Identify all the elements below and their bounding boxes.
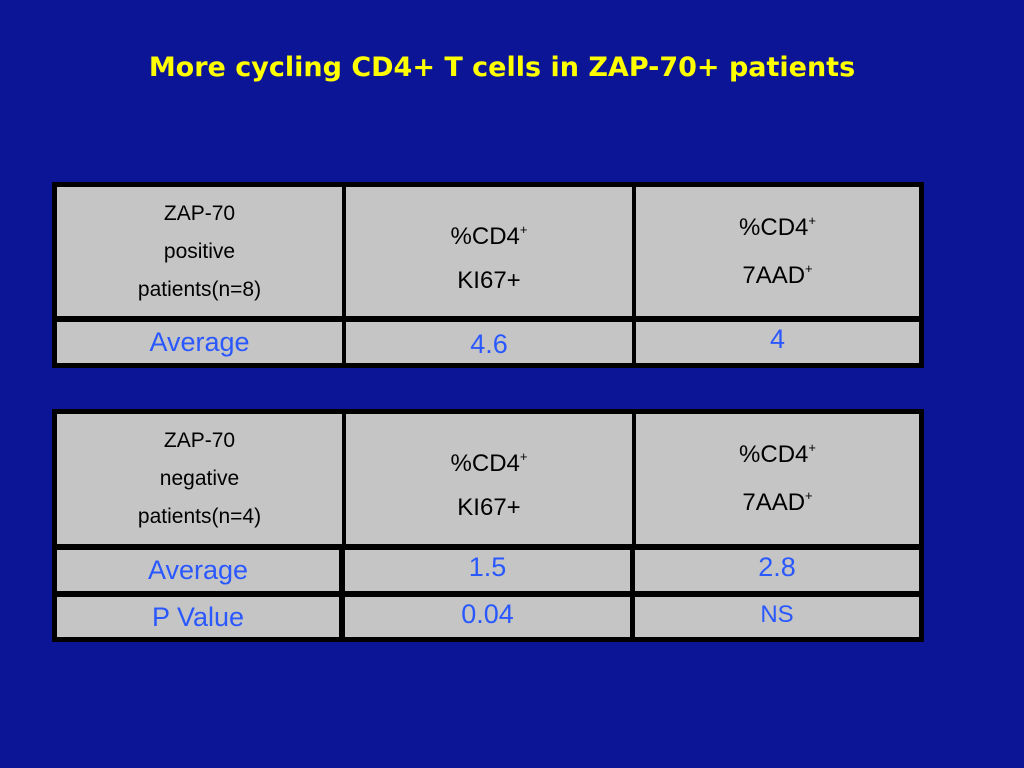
- header-7aad-cell: %CD4+ 7AAD+: [636, 187, 919, 316]
- table-cell: NS: [635, 597, 919, 637]
- value-p-7aad: NS: [760, 601, 794, 628]
- header-ki67-cell: %CD4+ KI67+: [346, 414, 632, 544]
- table-cell: 0.04: [345, 597, 630, 637]
- slide-title: More cycling CD4+ T cells in ZAP-70+ pat…: [148, 52, 856, 83]
- header-group-line1: ZAP-70: [163, 429, 236, 452]
- header-7aad-line1: %CD4: [739, 213, 809, 241]
- header-7aad-sup1: +: [808, 440, 816, 455]
- table-row: P Value: [57, 597, 339, 637]
- header-7aad-sup2: +: [805, 260, 813, 276]
- header-group-line3: patients(n=8): [137, 277, 262, 301]
- header-group-line1: ZAP-70: [163, 201, 236, 225]
- value-average-7aad: 4: [769, 324, 786, 354]
- header-ki67-line2: KI67+: [457, 494, 521, 521]
- header-7aad-line1: %CD4: [739, 441, 809, 468]
- header-group-line2: positive: [163, 239, 236, 263]
- header-group-cell: ZAP-70 positive patients(n=8): [57, 187, 342, 316]
- header-ki67-line1: %CD4: [450, 222, 520, 250]
- row-label-average: Average: [147, 555, 249, 585]
- table-cell: 1.5: [345, 550, 630, 591]
- row-label-average: Average: [149, 327, 250, 357]
- header-ki67-sup: +: [519, 449, 528, 464]
- value-average-ki67: 1.5: [468, 552, 507, 582]
- header-7aad-sup1: +: [808, 212, 816, 228]
- header-7aad-cell: %CD4+ 7AAD+: [636, 414, 919, 544]
- table-row: Average: [57, 550, 339, 591]
- table-cell: 4.6: [346, 322, 632, 363]
- value-p-ki67: 0.04: [461, 599, 514, 629]
- table-cell: 2.8: [635, 550, 919, 591]
- header-7aad-sup2: +: [805, 488, 813, 503]
- header-group-cell: ZAP-70 negative patients(n=4): [57, 414, 342, 544]
- value-average-7aad: 2.8: [758, 552, 796, 582]
- table-cell: 4: [636, 322, 919, 363]
- header-7aad-line2: 7AAD: [742, 489, 806, 516]
- table-row: Average: [57, 322, 342, 363]
- header-ki67-cell: %CD4+ KI67+: [346, 187, 632, 316]
- header-ki67-line2: KI67+: [457, 266, 521, 294]
- value-average-ki67: 4.6: [470, 329, 508, 359]
- row-label-p-value: P Value: [151, 601, 245, 632]
- header-7aad-line2: 7AAD: [742, 261, 806, 289]
- header-ki67-sup: +: [519, 221, 528, 237]
- header-ki67-line1: %CD4: [450, 450, 520, 477]
- header-group-line3: patients(n=4): [137, 505, 262, 528]
- header-group-line2: negative: [159, 467, 240, 490]
